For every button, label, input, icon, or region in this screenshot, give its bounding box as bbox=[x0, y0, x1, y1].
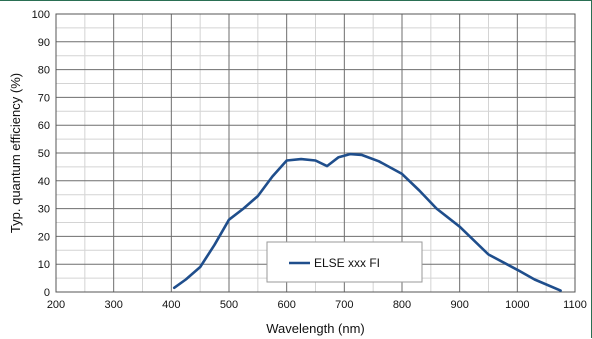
y-axis-title: Typ. quantum efficiency (%) bbox=[8, 73, 23, 233]
y-tick-label: 80 bbox=[38, 65, 50, 77]
y-tick-label: 50 bbox=[38, 148, 50, 160]
x-tick-label: 500 bbox=[220, 299, 238, 311]
x-axis-title: Wavelength (nm) bbox=[266, 321, 365, 336]
y-tick-label: 30 bbox=[38, 204, 50, 216]
y-tick-label: 40 bbox=[38, 176, 50, 188]
x-tick-label: 300 bbox=[104, 299, 122, 311]
x-tick-label: 1100 bbox=[563, 299, 587, 311]
series-layer bbox=[172, 152, 562, 292]
y-tick-label: 70 bbox=[38, 92, 50, 104]
y-tick-label: 100 bbox=[32, 9, 50, 21]
y-tick-label: 60 bbox=[38, 120, 50, 132]
y-tick-label: 0 bbox=[44, 287, 50, 299]
x-tick-label: 900 bbox=[450, 299, 468, 311]
legend: ELSE xxx FI bbox=[266, 241, 423, 283]
x-tick-labels: 200 300 400 500 600 700 800 900 1000 1100 bbox=[47, 299, 587, 311]
y-tick-label: 20 bbox=[38, 231, 50, 243]
minor-grid bbox=[56, 14, 575, 292]
x-tick-label: 700 bbox=[335, 299, 353, 311]
x-tick-label: 600 bbox=[277, 299, 295, 311]
x-tick-label: 200 bbox=[47, 299, 65, 311]
x-tick-label: 800 bbox=[393, 299, 411, 311]
y-tick-labels: 0 10 20 30 40 50 60 70 80 90 100 bbox=[32, 9, 50, 299]
x-tick-label: 1000 bbox=[505, 299, 529, 311]
plot-area-border bbox=[55, 13, 576, 293]
x-tick-label: 400 bbox=[162, 299, 180, 311]
y-tick-label: 90 bbox=[38, 37, 50, 49]
series-line bbox=[172, 152, 562, 292]
legend-label: ELSE xxx FI bbox=[314, 256, 380, 270]
y-tick-label: 10 bbox=[38, 259, 50, 271]
